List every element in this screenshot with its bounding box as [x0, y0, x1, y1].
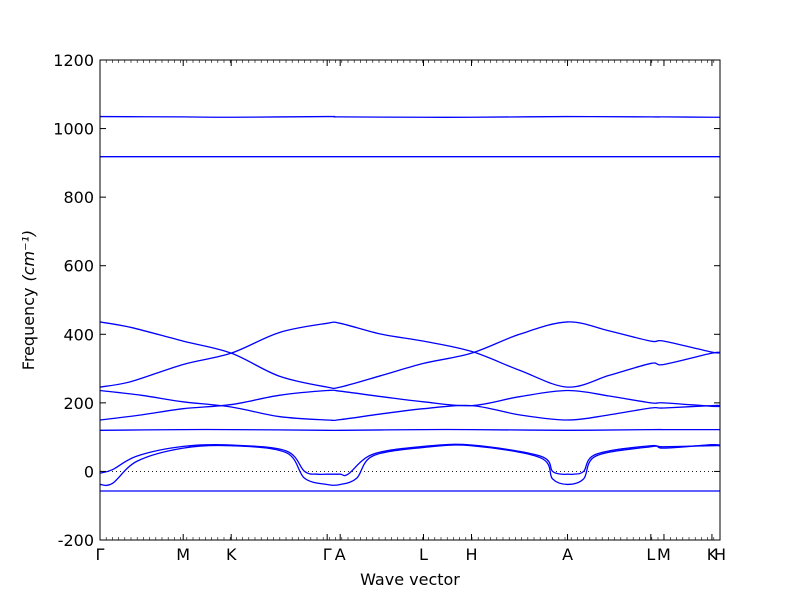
series-layer [100, 115, 720, 492]
y-tick-label: 1200 [53, 51, 94, 70]
x-tick-label: K [226, 545, 237, 564]
y-axis-label-text: Frequency [19, 288, 38, 371]
plot-area [100, 60, 720, 540]
band-line-4 [100, 428, 720, 432]
band-line-5 [100, 389, 720, 421]
x-tick-labels: Γ M K Γ A L H A L M KH [96, 545, 726, 564]
y-tick-label: 400 [63, 325, 94, 344]
plot-frame [99, 59, 721, 541]
band-line-8 [100, 321, 720, 390]
band-line-3 [100, 443, 720, 477]
x-tick-label: M [657, 545, 671, 564]
x-tick-label: Γ [323, 545, 332, 564]
band-line-10 [100, 115, 720, 118]
band-line-6 [100, 389, 720, 422]
x-tick-label: L [419, 545, 428, 564]
x-tick-label: K [707, 545, 718, 564]
y-tick-label: 0 [84, 462, 94, 481]
y-tick-label: -200 [58, 531, 94, 550]
y-tick-labels: -200 0 200 400 600 800 1000 1200 [53, 51, 94, 550]
x-tick-label: A [335, 545, 346, 564]
x-tick-label: L [646, 545, 655, 564]
x-axis-label: Wave vector [360, 570, 460, 589]
x-tick-label: H [714, 545, 726, 564]
x-tick-label: Γ [96, 545, 105, 564]
y-axis-label: Frequency (cm⁻¹) [19, 230, 38, 370]
y-tick-label: 200 [63, 394, 94, 413]
y-tick-label: 1000 [53, 120, 94, 139]
y-tick-label: 800 [63, 188, 94, 207]
band-line-7 [100, 321, 720, 388]
y-axis-label-unit: (cm⁻¹) [19, 230, 38, 282]
x-tick-label: A [562, 545, 573, 564]
y-tick-label: 600 [63, 257, 94, 276]
x-tick-label: H [465, 545, 477, 564]
x-tick-label: M [176, 545, 190, 564]
band-line-2 [100, 444, 720, 487]
